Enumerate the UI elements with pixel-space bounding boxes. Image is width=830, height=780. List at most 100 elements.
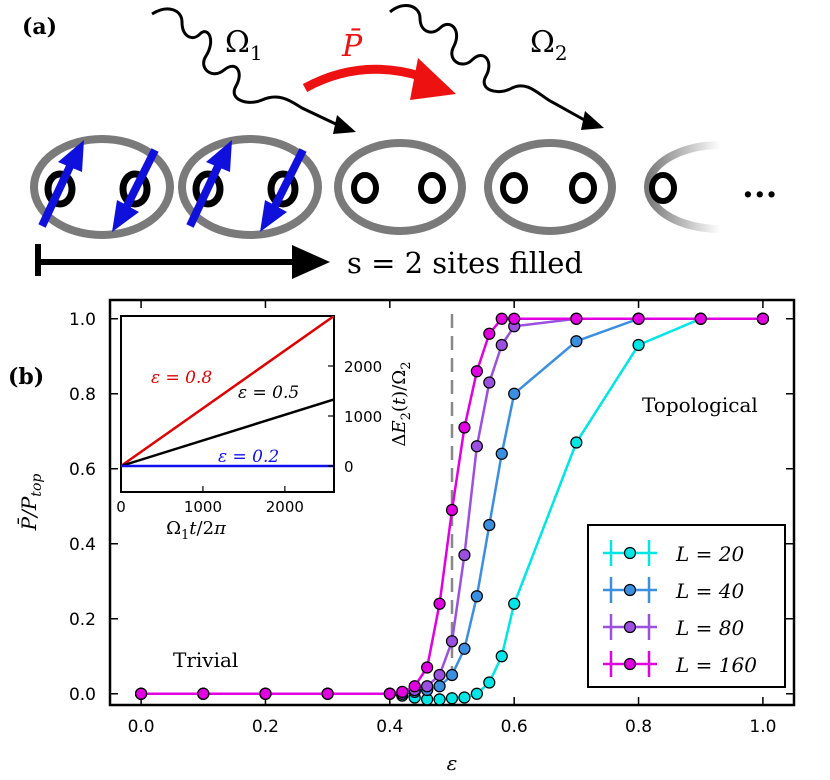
data-point-L80 bbox=[495, 338, 508, 352]
data-point-L20 bbox=[508, 597, 521, 610]
y-tick-label: 0.4 bbox=[69, 535, 96, 555]
data-point-L80 bbox=[483, 376, 496, 389]
ellipsis: ··· bbox=[742, 175, 778, 215]
inset-y-label: ΔE2(t)/Ω2 bbox=[389, 362, 414, 447]
inset-x-tick-label: 2000 bbox=[266, 498, 304, 516]
data-point-L160 bbox=[756, 312, 770, 325]
data-point-L40 bbox=[470, 590, 483, 603]
omega2-label: Ω2 bbox=[530, 25, 568, 65]
data-point-L80 bbox=[421, 680, 434, 693]
data-point-L80 bbox=[433, 668, 446, 682]
data-point-L160 bbox=[470, 365, 483, 378]
inset-x-tick-label: 0 bbox=[116, 498, 126, 516]
inset-label-eps05: ε = 0.5 bbox=[238, 383, 299, 403]
legend-box bbox=[587, 524, 786, 688]
data-point-L160 bbox=[483, 327, 496, 340]
data-point-L40 bbox=[483, 518, 496, 532]
site-2 bbox=[178, 135, 322, 239]
inset-x-tick-label: 1000 bbox=[184, 498, 222, 516]
x-axis-label: ε bbox=[447, 751, 458, 775]
data-point-L20 bbox=[433, 693, 446, 705]
main-series bbox=[134, 312, 770, 705]
data-point-L160 bbox=[259, 687, 272, 700]
data-point-L160 bbox=[458, 421, 471, 434]
data-point-L20 bbox=[458, 691, 471, 704]
pbar-arrowhead bbox=[410, 58, 456, 100]
x-tick-label: 0.6 bbox=[501, 717, 528, 737]
data-point-L40 bbox=[433, 680, 446, 693]
data-point-L160 bbox=[495, 312, 508, 325]
inset-label-eps02: ε = 0.2 bbox=[218, 447, 279, 467]
data-point-L20 bbox=[495, 650, 508, 663]
x-tick-label: 0.8 bbox=[625, 717, 652, 737]
data-point-L80 bbox=[458, 548, 471, 562]
data-point-L160 bbox=[433, 597, 446, 610]
y-tick-label: 0.2 bbox=[69, 610, 96, 630]
main-plot-frame bbox=[108, 298, 796, 707]
panel-a: (a) Ω1 Ω2 P̄ bbox=[22, 3, 778, 280]
data-point-L160 bbox=[694, 312, 707, 325]
annotation-trivial: Trivial bbox=[173, 648, 238, 672]
data-point-L160 bbox=[632, 312, 645, 325]
inset-label-eps08: ε = 0.8 bbox=[151, 368, 212, 388]
site-1 bbox=[30, 135, 174, 239]
data-point-L20 bbox=[445, 692, 459, 705]
filled-caption: s = 2 sites filled bbox=[347, 246, 583, 280]
legend-marker bbox=[623, 620, 637, 634]
y-tick-label: 0.0 bbox=[69, 685, 96, 705]
site-3 bbox=[334, 139, 466, 235]
data-point-L20 bbox=[570, 436, 583, 449]
data-point-L160 bbox=[134, 687, 148, 700]
data-point-L80 bbox=[445, 635, 459, 648]
data-point-L20 bbox=[483, 676, 496, 689]
data-point-L160 bbox=[445, 503, 459, 517]
omega1-arrowhead bbox=[333, 115, 356, 134]
data-point-L160 bbox=[383, 687, 396, 700]
data-point-L160 bbox=[408, 680, 421, 693]
panel-b-label: (b) bbox=[8, 364, 44, 390]
spin-up-arrow bbox=[38, 160, 76, 228]
spin-down-arrow bbox=[270, 148, 307, 210]
legend-label: L = 20 bbox=[675, 542, 744, 566]
inset-x-label: Ω1t/2π bbox=[166, 518, 227, 543]
legend-marker bbox=[623, 546, 637, 560]
data-point-L160 bbox=[197, 687, 210, 700]
data-point-L160 bbox=[421, 661, 434, 674]
data-point-L160 bbox=[570, 312, 583, 325]
legend: L = 20 L = 40 L = 80 L = 160 bbox=[587, 524, 786, 688]
data-point-L160 bbox=[508, 312, 521, 325]
inset-axis-ticks bbox=[120, 365, 334, 492]
legend-marker bbox=[623, 583, 637, 597]
omega2-wavy-arrow bbox=[389, 3, 589, 124]
panel-a-label: (a) bbox=[22, 14, 57, 40]
data-point-L80 bbox=[470, 440, 483, 453]
omega2-arrowhead bbox=[581, 111, 604, 130]
inset-y-tick-label: 0 bbox=[344, 458, 354, 476]
y-axis-label: P̄/Ptop bbox=[16, 474, 45, 532]
data-point-L160 bbox=[396, 685, 409, 698]
omega1-label: Ω1 bbox=[225, 25, 263, 65]
inset-series bbox=[121, 316, 334, 468]
legend-label: L = 160 bbox=[675, 653, 757, 677]
legend-label: L = 80 bbox=[675, 616, 744, 640]
data-point-L40 bbox=[570, 335, 583, 348]
data-point-L20 bbox=[632, 338, 645, 352]
x-tick-label: 0.2 bbox=[252, 717, 279, 737]
annotation-topological: Topological bbox=[642, 393, 758, 417]
data-point-L40 bbox=[508, 387, 521, 400]
inset-y-tick-label: 1000 bbox=[344, 408, 382, 426]
inset-tick-labels: 0 1000 2000 0 1000 2000 bbox=[116, 358, 382, 516]
inset-line-eps08 bbox=[121, 316, 334, 468]
pbar-label: P̄ bbox=[341, 28, 363, 64]
x-tick-label: 0.0 bbox=[128, 717, 155, 737]
x-tick-label: 0.4 bbox=[376, 717, 403, 737]
site-4 bbox=[484, 139, 616, 235]
data-point-L40 bbox=[495, 447, 508, 460]
inset-frame bbox=[120, 315, 335, 493]
data-point-L40 bbox=[445, 668, 459, 682]
legend-marker bbox=[623, 657, 637, 671]
inset-y-tick-label: 2000 bbox=[344, 358, 382, 376]
panel-b: (b) 0.0 0.2 0.4 0.6 0.8 1.0 0.0 0.2 0.4 0.6 0.8 1.0… bbox=[8, 298, 796, 775]
legend-label: L = 40 bbox=[675, 579, 744, 603]
